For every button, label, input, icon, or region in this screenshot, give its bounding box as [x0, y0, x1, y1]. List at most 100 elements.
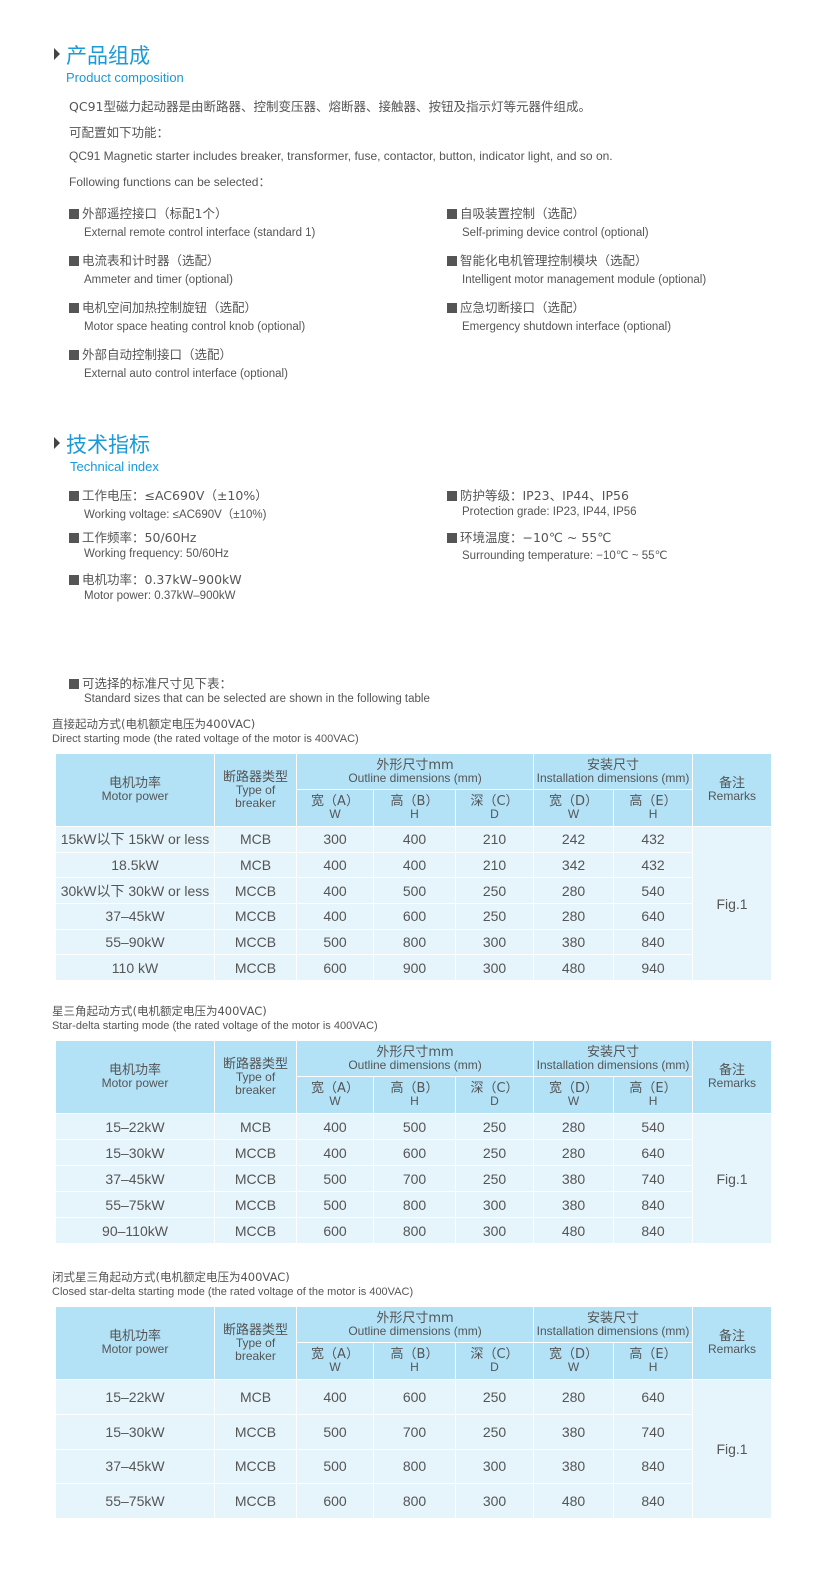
table-cell: 480: [533, 954, 615, 982]
table-cell: MCCB: [214, 903, 297, 930]
table-cell: 800: [373, 1483, 456, 1520]
header-remarks-en: Remarks: [708, 1342, 757, 1356]
table-cell: 500: [296, 1413, 374, 1450]
header-iw-zh: 宽（D）: [549, 1347, 599, 1362]
header-motor-power: 电机功率 Motor power: [55, 753, 215, 827]
feature-item: 外部遥控接口（标配1个）: [69, 203, 315, 227]
square-bullet-icon: [447, 533, 457, 543]
table-cell: 210: [454, 826, 535, 853]
header-remarks: 备注 Remarks: [692, 1040, 773, 1114]
header-w-zh: 宽（A）: [311, 1081, 359, 1096]
square-bullet-icon: [69, 575, 79, 585]
feature-item: 电流表和计时器（选配）: [69, 250, 315, 274]
header-motor-power-en: Motor power: [101, 789, 169, 803]
table-row: 15–30kW MCCB 400 600 250 280 640: [55, 1139, 772, 1166]
table-cell: 18.5kW: [55, 851, 215, 879]
table-cell: 900: [373, 954, 456, 982]
table-cell: 432: [613, 851, 694, 879]
table-cell: MCB: [214, 826, 297, 853]
table-cell: 540: [613, 1113, 694, 1140]
feature-item: 应急切断接口（选配）: [447, 297, 706, 321]
header-w: 宽（A） W: [296, 1342, 374, 1380]
feature-item: 电机空间加热控制旋钮（选配）: [69, 297, 315, 321]
table-caption-en: Star-delta starting mode (the rated volt…: [52, 1020, 378, 1032]
table-cell: 280: [533, 1139, 615, 1166]
section-title-technical: 技术指标: [54, 429, 150, 459]
table-row: 55–75kW MCCB 600 800 300 480 840: [55, 1483, 772, 1520]
feature-zh: 工作电压：≤AC690V（±10%）: [82, 488, 268, 503]
header-breaker-type-en: Type of breaker: [235, 1335, 276, 1363]
table-cell: 940: [613, 954, 694, 982]
feature-zh: 自吸装置控制（选配）: [460, 206, 586, 221]
header-installation-zh: 安装尺寸: [587, 757, 640, 773]
table-cell: 300: [454, 954, 535, 982]
remarks-cell: Fig.1: [692, 825, 773, 982]
header-h-zh: 高（B）: [390, 1347, 439, 1362]
table-row: 15kW以下 15kW or less MCB 300 400 210 242 432 Fig…: [55, 825, 773, 982]
square-bullet-icon: [447, 303, 457, 313]
table-cell: 55–75kW: [55, 1483, 215, 1520]
feature-zh: 智能化电机管理控制模块（选配）: [460, 253, 648, 268]
triangle-bullet-icon: [54, 437, 60, 449]
header-motor-power: 电机功率 Motor power: [55, 1306, 215, 1380]
header-h-zh: 高（B）: [390, 1081, 439, 1096]
header-outline-en: Outline dimensions (mm): [348, 1057, 482, 1072]
features-left: 外部遥控接口（标配1个） External remote control inte…: [69, 203, 315, 391]
table-cell: 342: [533, 851, 615, 879]
table-cell: 15–30kW: [55, 1413, 215, 1450]
features-right: 自吸装置控制（选配） Self-priming device control (o…: [447, 203, 706, 344]
table-cell: 400: [373, 826, 456, 853]
square-bullet-icon: [69, 491, 79, 501]
table-cell: MCCB: [214, 1217, 297, 1244]
square-bullet-icon: [69, 679, 79, 689]
feature-item: 电机功率：0.37kW–900kW: [69, 569, 268, 590]
square-bullet-icon: [69, 350, 79, 360]
spec-table-2: 电机功率 Motor power 断路器类型 Type of breaker 外形尺寸m…: [55, 1040, 773, 1244]
feature-en: Ammeter and timer (optional): [84, 273, 233, 286]
triangle-bullet-icon: [54, 48, 60, 60]
square-bullet-icon: [69, 303, 79, 313]
table-cell: 280: [533, 1113, 615, 1140]
table-cell: 540: [613, 877, 694, 905]
table-cell: 640: [613, 1139, 694, 1166]
table-caption-zh: 星三角起动方式(电机额定电压为400VAC): [52, 1004, 267, 1018]
header-remarks-zh: 备注: [719, 1329, 746, 1344]
table-cell: 400: [296, 903, 374, 930]
feature-item: 自吸装置控制（选配）: [447, 203, 706, 227]
header-d: 深（C） D: [454, 1342, 535, 1380]
table-cell: 242: [533, 826, 615, 853]
table-cell: 600: [296, 1217, 374, 1244]
table-cell: 250: [454, 877, 535, 905]
feature-item: 外部自动控制接口（选配）: [69, 344, 315, 368]
header-remarks: 备注 Remarks: [692, 753, 773, 827]
table-cell: 37–45kW: [55, 1165, 215, 1192]
table-row: 55–90kW MCCB 500 800 300 380 840: [55, 928, 772, 956]
header-outline: 外形尺寸mm Outline dimensions (mm): [295, 753, 535, 790]
header-h-en: H: [410, 1094, 419, 1108]
header-d-zh: 深（C）: [470, 1081, 519, 1096]
table-row: 37–45kW MCCB 500 800 300 380 840: [55, 1448, 772, 1485]
table-cell: 600: [373, 903, 456, 930]
spec-table-3: 电机功率 Motor power 断路器类型 Type of breaker 外形尺寸m…: [55, 1306, 773, 1520]
feature-zh: 电机功率：0.37kW–900kW: [82, 572, 242, 587]
header-h-zh: 高（B）: [390, 794, 439, 809]
table-cell: MCCB: [214, 1191, 297, 1218]
table-cell: 380: [533, 1448, 615, 1485]
header-installation: 安装尺寸 Installation dimensions (mm): [533, 1040, 694, 1077]
table-cell: 800: [373, 1191, 456, 1218]
tech-left: 工作电压：≤AC690V（±10%） Working voltage: ≤AC69…: [69, 485, 268, 611]
header-ih: 高（E） H: [613, 1076, 694, 1114]
table-caption-en: Direct starting mode (the rated voltage …: [52, 733, 359, 745]
feature-zh: 防护等级：IP23、IP44、IP56: [460, 488, 629, 503]
table-cell: 37–45kW: [55, 903, 215, 930]
header-ih: 高（E） H: [613, 1342, 694, 1380]
table-cell: 250: [454, 903, 535, 930]
table-cell: 640: [613, 903, 694, 930]
header-remarks-zh: 备注: [719, 1063, 746, 1078]
header-w-en: W: [329, 807, 341, 821]
table-cell: 432: [613, 826, 694, 853]
table-cell: 90–110kW: [55, 1217, 215, 1244]
header-iw: 宽（D） W: [533, 1342, 615, 1380]
table-row: 110 kW MCCB 600 900 300 480 940: [55, 954, 772, 982]
header-h: 高（B） H: [373, 1342, 456, 1380]
